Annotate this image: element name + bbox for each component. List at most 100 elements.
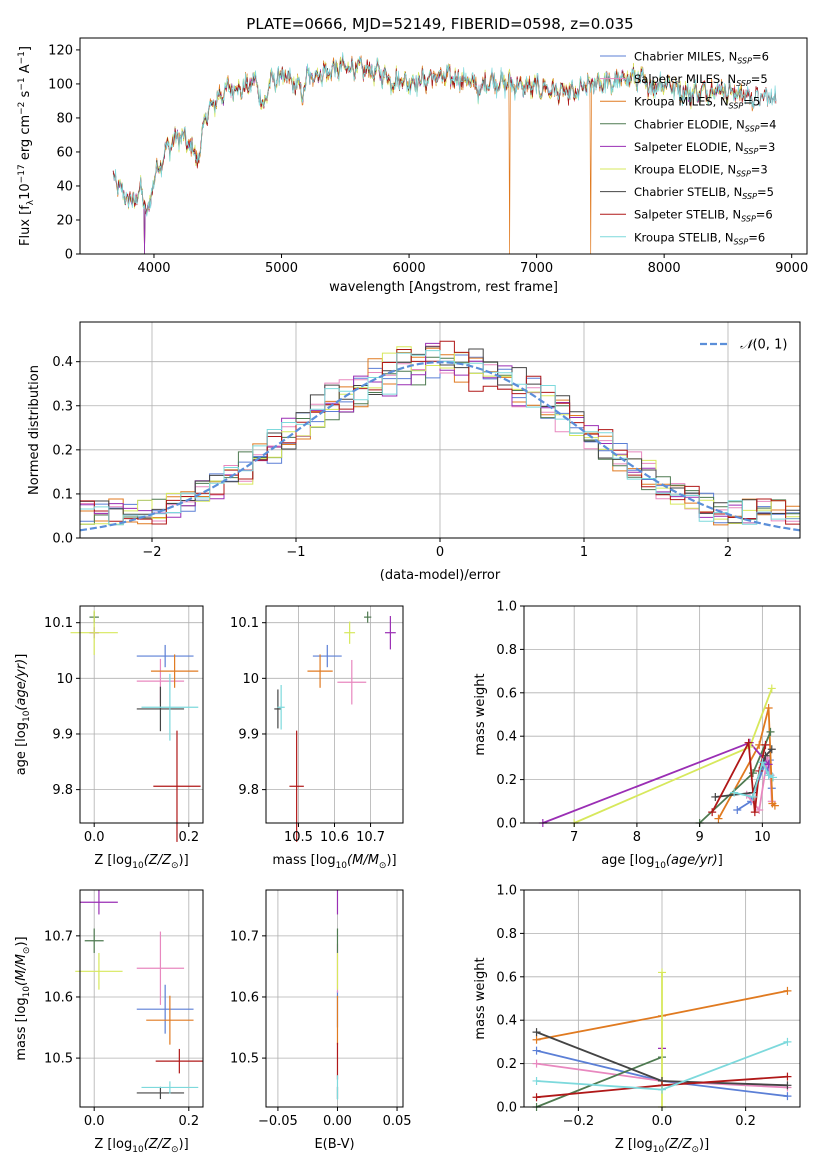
mass-weight-marker bbox=[783, 1037, 792, 1046]
label-part: )] bbox=[179, 853, 189, 868]
label-part: −1 bbox=[17, 77, 27, 90]
label-part: (age/yr) bbox=[666, 853, 718, 868]
legend-sub: SSP bbox=[741, 215, 756, 224]
y-tick-label: 100 bbox=[48, 77, 73, 92]
label-part: ⊙ bbox=[379, 861, 387, 871]
y-tick-label: 10.6 bbox=[44, 990, 73, 1005]
legend-count: =6 bbox=[756, 208, 773, 222]
figure-title: PLATE=0666, MJD=52149, FIBERID=0598, z=0… bbox=[246, 15, 633, 33]
label-part: ] bbox=[18, 46, 33, 51]
label-part: ⊙ bbox=[171, 1145, 179, 1155]
mass-weight-marker bbox=[761, 740, 770, 749]
legend-sub: SSP bbox=[745, 124, 760, 133]
x-tick-label: 10 bbox=[754, 830, 771, 845]
x-tick-label: 0.2 bbox=[178, 830, 199, 845]
plot-area bbox=[112, 52, 777, 255]
label-part: ] bbox=[718, 853, 723, 868]
x-tick-label: 10.5 bbox=[284, 830, 313, 845]
x-tick-label: 0.2 bbox=[735, 1114, 756, 1129]
label-part: 10 bbox=[336, 861, 348, 871]
x-axis-label: Z [log10(Z/Z⊙)] bbox=[615, 1137, 709, 1155]
y-axis-label: mass weight bbox=[473, 673, 488, 755]
mass-weight-marker bbox=[755, 805, 764, 814]
x-axis-label: wavelength [Angstrom, rest frame] bbox=[329, 280, 558, 295]
legend-entry: Salpeter MILES, NSSP=5 bbox=[634, 72, 768, 88]
mass-weight-marker bbox=[767, 745, 776, 754]
label-part: 10 bbox=[22, 710, 32, 722]
mass-weight-marker bbox=[748, 792, 757, 801]
mass-weight-marker bbox=[532, 1035, 541, 1044]
axes-frame bbox=[523, 605, 801, 824]
legend-sub: SSP bbox=[736, 79, 751, 88]
legend-entry: Chabrier MILES, NSSP=6 bbox=[634, 50, 769, 66]
label-part: ⊙ bbox=[22, 947, 32, 955]
y-tick-label: 0.6 bbox=[496, 686, 517, 701]
x-tick-label: 5000 bbox=[265, 261, 298, 276]
legend-count: =5 bbox=[757, 185, 774, 199]
x-tick-label: 0.0 bbox=[84, 830, 105, 845]
mass-weight-marker bbox=[783, 1081, 792, 1090]
y-tick-label: 0.0 bbox=[496, 1101, 517, 1116]
spectrum-line bbox=[115, 57, 742, 255]
legend-entry: Chabrier ELODIE, NSSP=4 bbox=[634, 117, 776, 133]
histogram-step bbox=[80, 345, 800, 524]
mass-weight-marker bbox=[532, 1076, 541, 1085]
y-tick-label: 120 bbox=[48, 43, 73, 58]
y-tick-label: 9.8 bbox=[238, 783, 259, 798]
y-tick-label: 9.9 bbox=[52, 727, 73, 742]
mass-weight-marker bbox=[769, 773, 778, 782]
label-part: age [log bbox=[14, 722, 29, 775]
mass-weight-marker bbox=[783, 986, 792, 995]
legend-entry: 𝒩(0, 1) bbox=[740, 338, 787, 353]
label-part: ( bbox=[144, 1137, 150, 1152]
legend-count: =5 bbox=[743, 95, 760, 109]
y-tick-label: 0.3 bbox=[52, 399, 73, 414]
label-part: )] bbox=[179, 1137, 189, 1152]
legend-model: Chabrier ELODIE, N bbox=[634, 117, 745, 131]
y-tick-label: 0.4 bbox=[496, 730, 517, 745]
mass-weight-marker bbox=[764, 771, 773, 780]
label-part: / bbox=[157, 1137, 164, 1152]
y-tick-label: 0.6 bbox=[496, 970, 517, 985]
y-tick-label: 60 bbox=[56, 145, 73, 160]
label-part: Z bbox=[148, 853, 159, 868]
panel-1: 4000 5000 6000 7000 8000 9000 0 20 40 60 80 100 120 w… bbox=[17, 37, 808, 295]
label-part: Z [log bbox=[94, 1137, 132, 1152]
axes-frame bbox=[265, 889, 404, 1108]
label-part: Z [log bbox=[94, 853, 132, 868]
mass-weight-marker bbox=[744, 738, 753, 747]
normal-curve bbox=[79, 360, 801, 532]
legend-entry: Kroupa MILES, NSSP=5 bbox=[634, 95, 760, 111]
legend-entry: Salpeter STELIB, NSSP=6 bbox=[634, 208, 773, 224]
x-tick-label: 10.7 bbox=[356, 830, 385, 845]
y-tick-label: 0.0 bbox=[52, 532, 73, 547]
mass-weight-marker bbox=[658, 968, 666, 977]
legend-entry: Salpeter ELODIE, NSSP=3 bbox=[634, 140, 775, 156]
label-part: ⊙ bbox=[691, 1145, 699, 1155]
y-tick-label: 10.1 bbox=[44, 616, 73, 631]
legend-entry: Kroupa ELODIE, NSSP=3 bbox=[634, 163, 768, 179]
legend-sub: SSP bbox=[736, 170, 751, 179]
label-part: 10 bbox=[653, 1145, 665, 1155]
label-part: 10 bbox=[654, 861, 666, 871]
y-tick-label: 40 bbox=[56, 179, 73, 194]
label-part: (M/M bbox=[14, 954, 29, 986]
x-axis-label: E(B-V) bbox=[314, 1137, 354, 1152]
y-tick-label: 10.5 bbox=[230, 1052, 259, 1067]
label-part: ( bbox=[664, 1137, 670, 1152]
mass-weight-marker bbox=[714, 814, 723, 823]
mass-weight-marker bbox=[730, 788, 739, 797]
mass-weight-line bbox=[542, 741, 770, 824]
axes-frame bbox=[79, 37, 808, 255]
mass-weight-marker bbox=[532, 1059, 541, 1068]
mass-weight-marker bbox=[750, 808, 759, 817]
y-tick-label: 20 bbox=[56, 213, 73, 228]
legend-count: =3 bbox=[758, 140, 775, 154]
y-tick-label: 0.2 bbox=[52, 443, 73, 458]
y-tick-label: 0.1 bbox=[52, 487, 73, 502]
label-part: Z bbox=[682, 1137, 693, 1152]
label-part: erg cm bbox=[18, 115, 33, 164]
